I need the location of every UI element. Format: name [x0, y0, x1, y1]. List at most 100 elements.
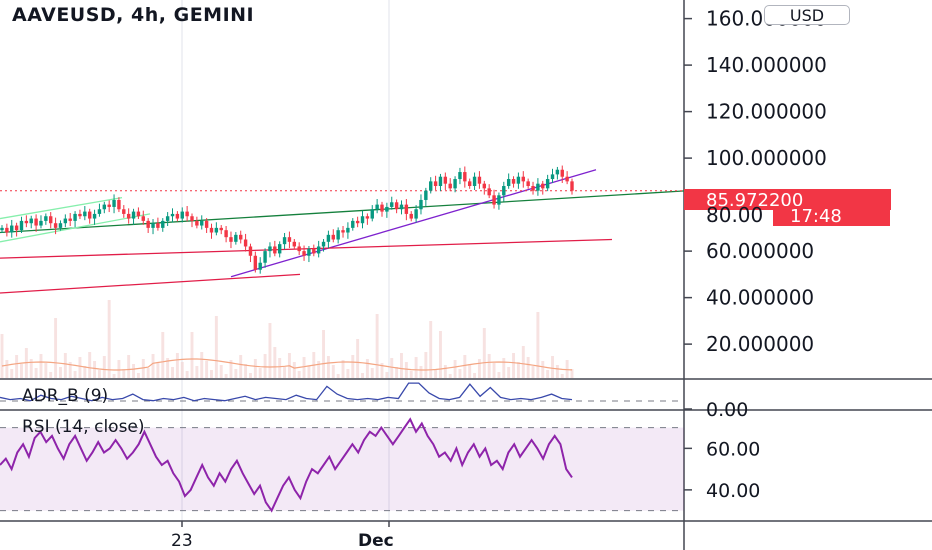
volume-bar — [497, 372, 501, 378]
volume-bar — [166, 358, 170, 378]
volume-bar — [127, 355, 131, 378]
candle-body — [453, 179, 457, 189]
y-tick-label: 60.000000 — [706, 239, 814, 263]
volume-bar — [361, 373, 364, 378]
volume-bar — [180, 362, 184, 378]
volume-bar — [88, 352, 92, 378]
candle-body — [29, 218, 33, 224]
candle-body — [131, 211, 136, 219]
candlesticks — [0, 165, 574, 274]
volume-bar — [390, 358, 394, 378]
volume-bar — [146, 368, 150, 378]
candle-body — [277, 244, 282, 254]
candle-body — [112, 199, 116, 207]
volume-bar — [531, 366, 535, 378]
volume-bar — [102, 356, 106, 378]
volume-bar — [68, 362, 72, 378]
volume-bar — [404, 362, 408, 378]
volume-bar — [292, 362, 296, 378]
currency-button[interactable]: USD — [764, 5, 850, 25]
volume-bar — [263, 354, 267, 378]
volume-bar — [5, 360, 9, 378]
candle-body — [209, 227, 214, 233]
trendline-upper-trend — [0, 190, 690, 234]
candle-body — [341, 230, 345, 233]
volume-bar — [458, 369, 462, 378]
volume-bar — [482, 328, 486, 378]
countdown-bg — [773, 206, 890, 226]
candle-body — [58, 223, 63, 228]
rsi-band — [0, 427, 684, 512]
candle-body — [502, 186, 506, 196]
candle-body — [360, 216, 365, 224]
volume-bar — [443, 365, 447, 378]
candle-body — [492, 195, 496, 205]
volume-bar — [492, 363, 496, 378]
candle-body — [49, 216, 53, 224]
y-tick-label: 120.000000 — [706, 100, 827, 124]
volume-bar — [516, 362, 520, 378]
rsi-y-tick: 40.00 — [706, 480, 760, 502]
volume-bar — [175, 353, 179, 378]
countdown-timer: 17:48 — [790, 206, 842, 227]
candle-body — [541, 183, 545, 189]
volume-bar — [297, 371, 301, 378]
candle-body — [151, 223, 155, 228]
candle-body — [146, 220, 150, 228]
candle-body — [214, 227, 219, 233]
volume-bar — [434, 370, 438, 378]
candle-body — [78, 213, 82, 217]
candle-body — [443, 176, 448, 184]
volume-bar — [205, 361, 209, 378]
candle-body — [161, 220, 165, 228]
candle-body — [83, 211, 87, 217]
candle-body — [224, 230, 228, 238]
candle-body — [409, 213, 413, 219]
volume-bar — [171, 367, 174, 378]
price-tag-bg — [684, 189, 891, 210]
volume-bar — [278, 358, 282, 378]
volume-bar — [210, 370, 213, 378]
rsi-band-fill — [0, 427, 684, 511]
candle-body — [122, 209, 126, 214]
volume-bar — [565, 360, 569, 378]
trendline-lower-channel — [0, 273, 301, 294]
volume-bar — [132, 364, 135, 378]
volume-bar — [365, 359, 369, 378]
candle-body — [521, 176, 525, 182]
volume-bar — [49, 372, 53, 378]
candle-body — [336, 230, 340, 240]
volume-bar — [322, 330, 325, 378]
volume-bar — [44, 363, 48, 378]
candle-body — [385, 206, 389, 212]
candle-body — [97, 209, 102, 214]
candle-body — [394, 202, 399, 210]
price-axis[interactable]: 160.000000140.000000120.000000100.000000… — [684, 7, 827, 502]
candle-body — [370, 209, 374, 219]
rsi-title: RSI (14, close) — [22, 417, 145, 437]
volume-bar — [336, 374, 340, 378]
volume-bar — [161, 332, 165, 378]
adr-y-tick: 0.00 — [706, 399, 748, 421]
candle-body — [433, 181, 438, 187]
candle-body — [419, 199, 423, 210]
candle-body — [195, 220, 199, 226]
candle-body — [287, 237, 292, 242]
volume-bar — [93, 361, 97, 378]
channel-lower — [0, 213, 151, 243]
candle-body — [282, 237, 287, 245]
volume-bar — [258, 368, 262, 378]
candle-body — [560, 169, 564, 177]
candle-body — [477, 176, 482, 184]
volume-bar — [136, 373, 140, 378]
candle-body — [44, 216, 48, 221]
volume-bar — [375, 314, 379, 378]
volume-bar — [283, 367, 287, 378]
candle-body — [404, 204, 409, 214]
volume-bar — [185, 371, 189, 378]
volume-bar — [107, 300, 111, 378]
volume-bar — [400, 353, 403, 378]
volume-bar — [268, 323, 272, 378]
candle-body — [253, 255, 258, 270]
